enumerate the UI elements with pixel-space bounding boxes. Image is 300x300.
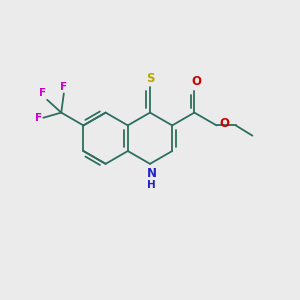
Text: F: F (60, 82, 68, 92)
Text: F: F (35, 113, 42, 123)
Text: O: O (192, 75, 202, 88)
Text: H: H (147, 180, 156, 190)
Text: O: O (220, 117, 230, 130)
Text: F: F (39, 88, 46, 98)
Text: N: N (146, 167, 157, 180)
Text: S: S (146, 72, 154, 85)
